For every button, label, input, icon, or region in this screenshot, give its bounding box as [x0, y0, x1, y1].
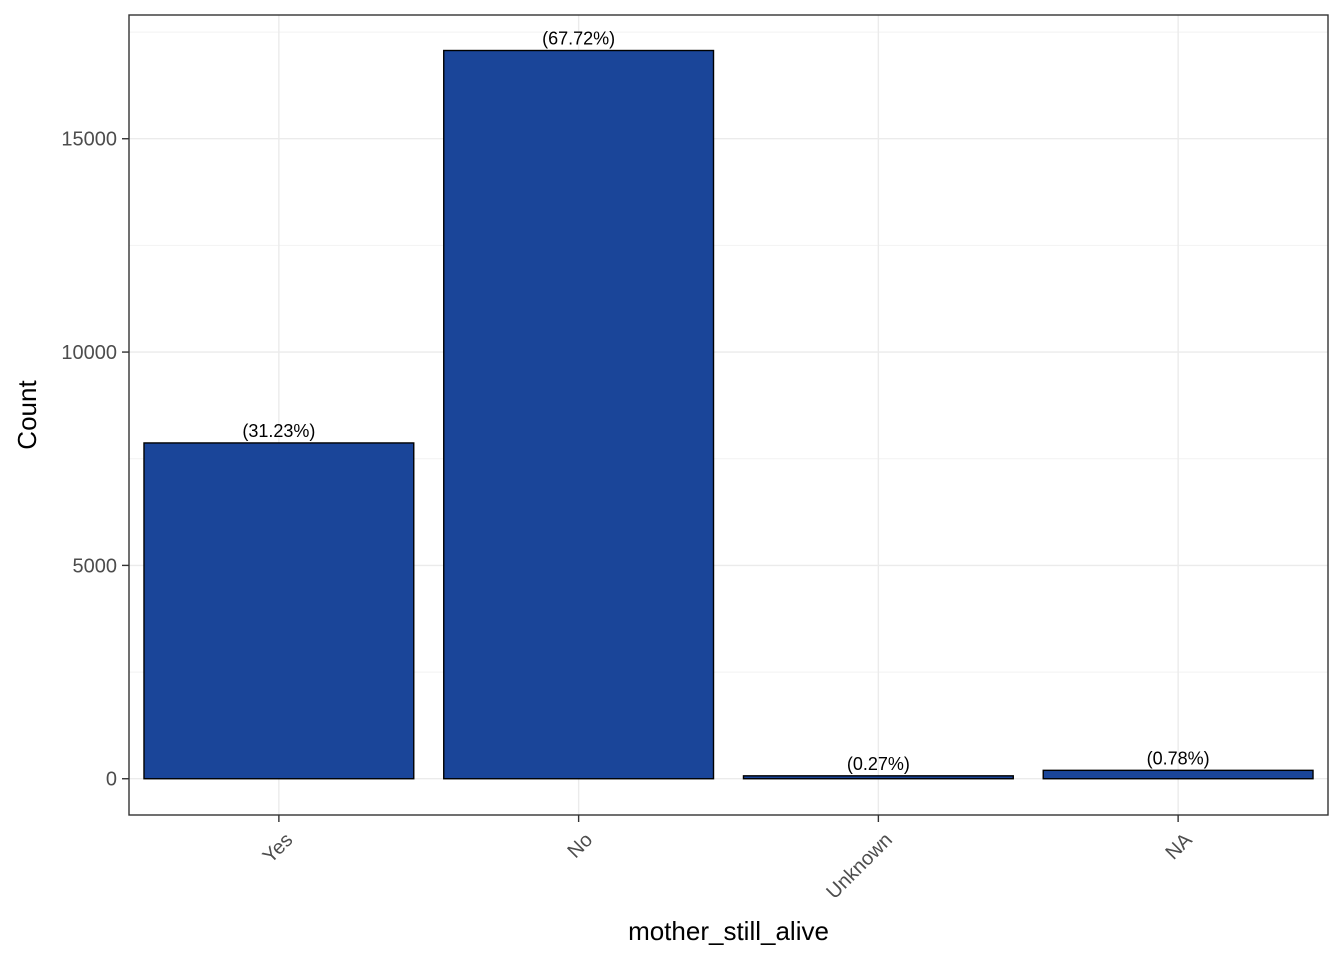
bars-group — [143, 49, 1314, 780]
bar-yes — [143, 442, 415, 780]
bar-no — [443, 49, 715, 780]
bar-data-label: (67.72%) — [542, 28, 615, 48]
y-tick-label: 10000 — [61, 342, 117, 364]
bar-unknown — [742, 775, 1014, 780]
y-tick-label: 5000 — [73, 555, 118, 577]
bar-data-label: (31.23%) — [242, 421, 315, 441]
y-axis-ticks: 0 5000 10000 15000 — [61, 129, 129, 791]
y-axis-title: Count — [12, 380, 42, 450]
x-axis-title: mother_still_alive — [628, 916, 829, 946]
bar-data-label: (0.27%) — [847, 754, 910, 774]
data-labels-group: (31.23%) (67.72%) (0.27%) (0.78%) — [242, 28, 1209, 773]
y-tick-label: 15000 — [61, 129, 117, 151]
bar-na — [1042, 769, 1314, 780]
y-tick-label: 0 — [106, 769, 117, 791]
bar-data-label: (0.78%) — [1147, 748, 1210, 768]
panel-border — [128, 14, 1329, 816]
